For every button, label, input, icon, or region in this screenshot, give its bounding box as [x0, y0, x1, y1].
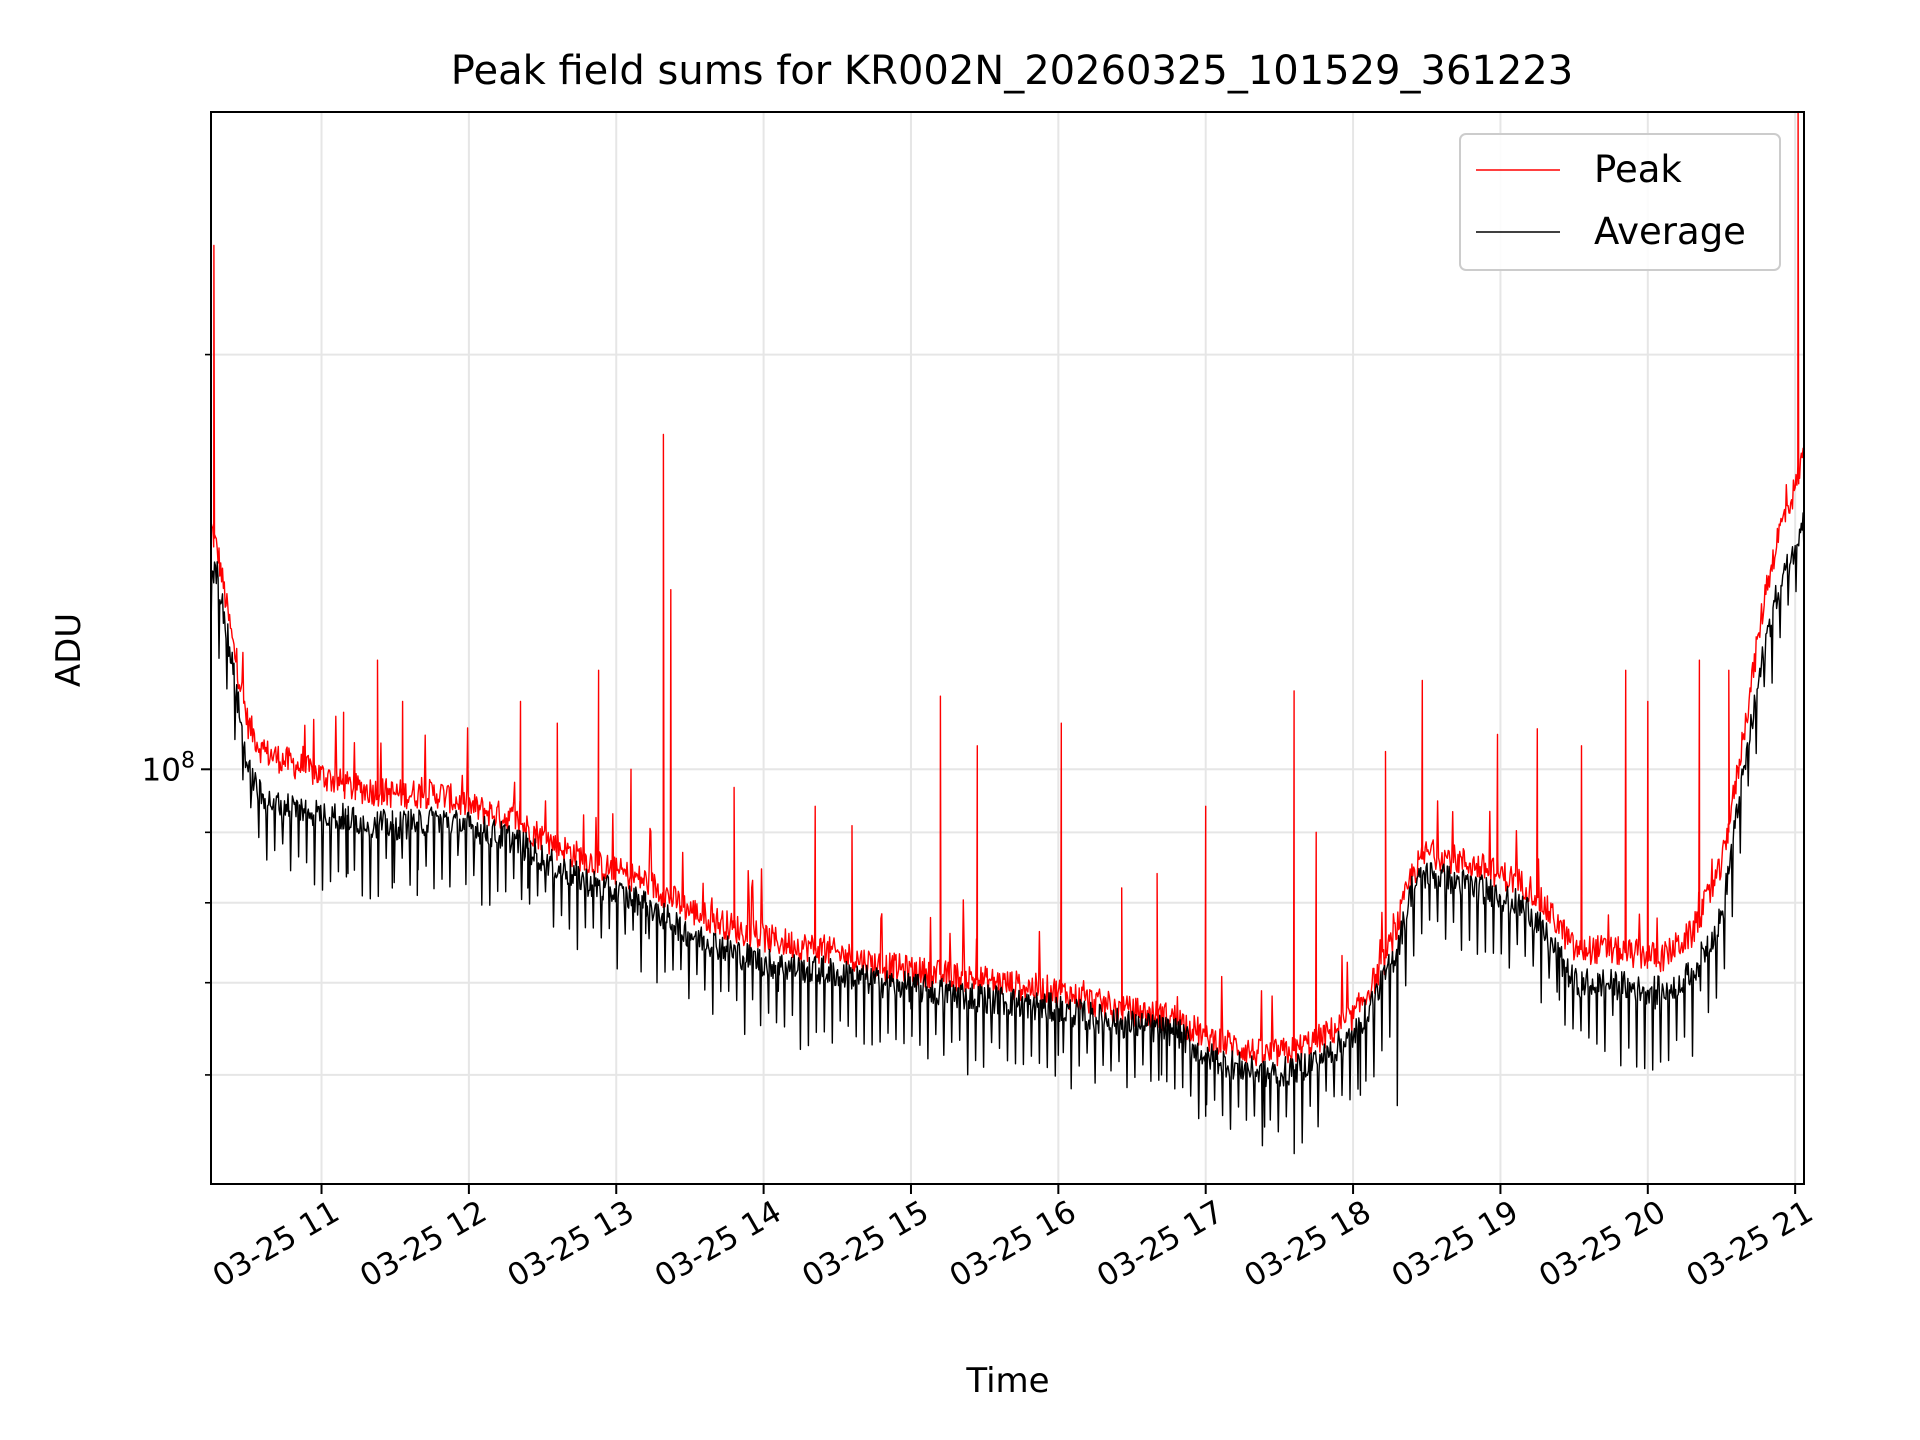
x-axis-label: Time	[965, 1361, 1049, 1401]
series-line-peak	[211, 112, 1804, 1067]
series-line-average	[211, 512, 1804, 1155]
series-group	[211, 112, 1804, 1155]
legend-label-peak: Peak	[1594, 148, 1682, 191]
axes-frame	[210, 111, 1805, 1185]
y-tick-label: 108	[142, 748, 195, 788]
legend: Peak Average	[1459, 133, 1781, 271]
chart-title: Peak field sums for KR002N_20260325_1015…	[451, 48, 1573, 94]
plot-area	[211, 112, 1804, 1155]
legend-box	[1459, 133, 1781, 271]
y-axis-label: ADU	[49, 613, 89, 687]
legend-label-average: Average	[1594, 210, 1746, 253]
